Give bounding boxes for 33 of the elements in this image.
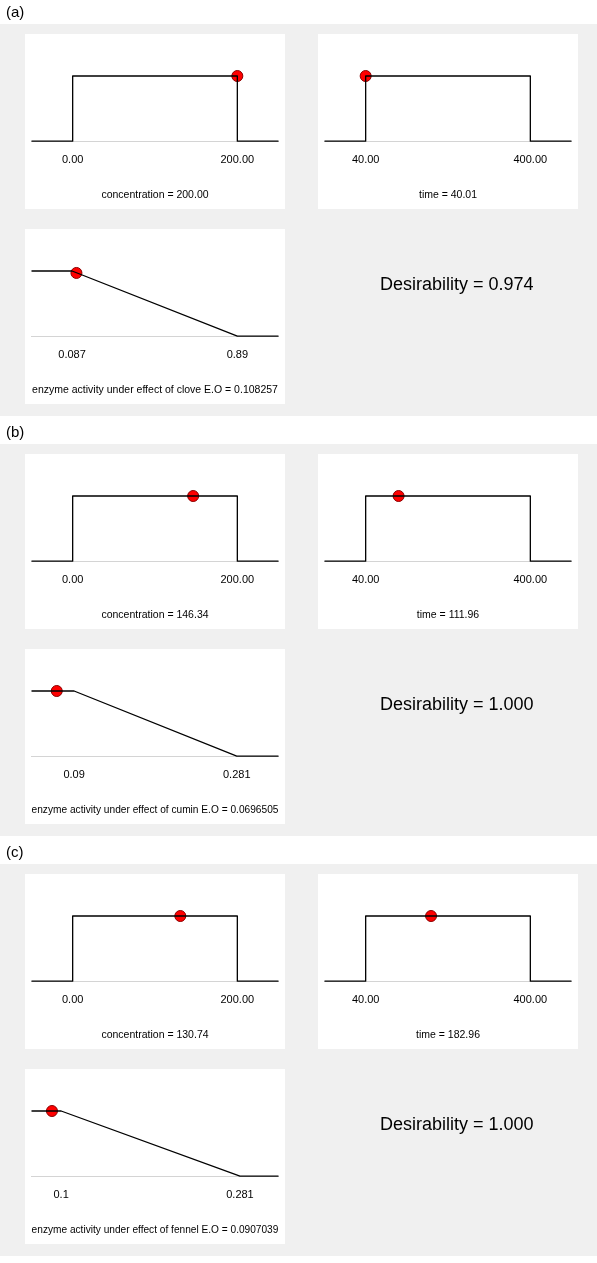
x-tick-label: 200.00 <box>220 992 255 1005</box>
x-tick-label: 40.00 <box>351 572 380 585</box>
x-tick-label: 0.00 <box>61 992 84 1005</box>
x-tick-label: 0.1 <box>53 1187 69 1200</box>
x-axis-title: time = 111.96 <box>416 607 480 620</box>
text: (a) <box>6 3 25 20</box>
text: (c) <box>6 843 24 860</box>
text: Desirability = 0.974 <box>380 274 534 294</box>
x-tick-label: 200.00 <box>220 152 255 165</box>
x-axis-title: enzyme activity under effect of cumin E.O = 0.0696505 <box>31 803 279 815</box>
x-tick-label: 40.00 <box>351 992 380 1005</box>
x-tick-label: 0.09 <box>63 767 85 780</box>
x-tick-label: 400.00 <box>513 572 548 585</box>
x-tick-label: 40.00 <box>351 152 380 165</box>
x-tick-label: 0.281 <box>223 767 251 780</box>
x-axis-title: enzyme activity under effect of clove E.O = 0.108257 <box>32 382 279 395</box>
text: Desirability = 1.000 <box>380 1114 534 1134</box>
x-axis-title: concentration = 200.00 <box>101 187 209 200</box>
x-axis-title: time = 182.96 <box>416 1027 481 1040</box>
x-axis-title: time = 40.01 <box>418 187 478 200</box>
x-tick-label: 0.89 <box>226 347 249 360</box>
x-axis-title: enzyme activity under effect of fennel E.O = 0.0907039 <box>31 1223 279 1235</box>
x-tick-label: 0.281 <box>226 1187 254 1200</box>
x-tick-label: 0.00 <box>61 152 84 165</box>
x-tick-label: 0.00 <box>61 572 84 585</box>
x-tick-label: 400.00 <box>513 992 548 1005</box>
x-tick-label: 400.00 <box>513 152 548 165</box>
x-axis-title: concentration = 130.74 <box>101 1027 209 1040</box>
x-tick-label: 200.00 <box>220 572 255 585</box>
x-axis-title: concentration = 146.34 <box>101 607 209 620</box>
text: (b) <box>6 423 25 440</box>
x-tick-label: 0.087 <box>58 347 86 360</box>
text: Desirability = 1.000 <box>380 694 534 714</box>
